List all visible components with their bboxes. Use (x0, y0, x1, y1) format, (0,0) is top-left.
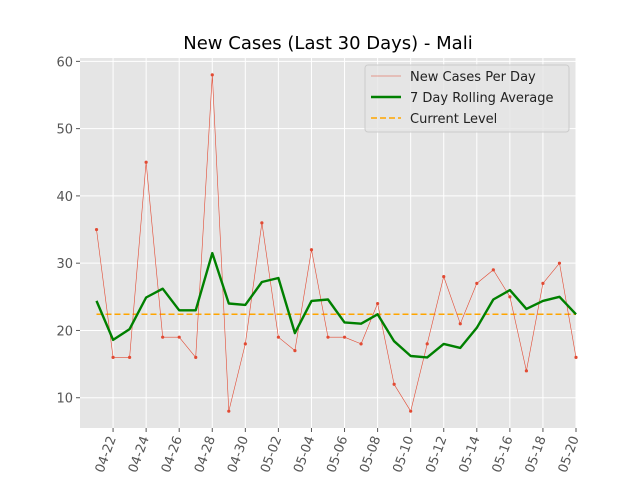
data-point (541, 281, 545, 285)
data-point (210, 73, 214, 77)
data-point (276, 335, 280, 339)
y-tick-label: 60 (56, 55, 73, 70)
data-point (491, 268, 495, 272)
y-tick-label: 20 (56, 324, 73, 339)
data-point (458, 322, 462, 326)
data-point (161, 335, 165, 339)
data-point (392, 382, 396, 386)
legend-label: New Cases Per Day (410, 70, 536, 85)
series-line-0 (96, 74, 577, 412)
data-point (309, 248, 314, 252)
data-point (260, 221, 264, 225)
series-line-1 (95, 251, 577, 359)
data-point (194, 355, 198, 359)
y-tick-label: 50 (56, 123, 73, 138)
data-point (293, 349, 297, 353)
y-tick-label: 30 (56, 257, 73, 272)
data-point (326, 335, 330, 339)
data-point (508, 295, 512, 299)
data-point (94, 227, 99, 232)
gridlines (80, 58, 577, 428)
data-point (111, 355, 115, 359)
chart-title: New Cases (Last 30 Days) - Mali (183, 33, 472, 54)
data-point (227, 409, 231, 413)
data-point (574, 355, 578, 359)
y-tick-label: 10 (56, 392, 73, 407)
legend-label: 7 Day Rolling Average (410, 91, 553, 106)
series-layer (94, 73, 578, 413)
legend: New Cases Per Day 7 Day Rolling Average Cu… (364, 64, 570, 133)
data-point (409, 409, 413, 413)
legend-box (364, 64, 570, 133)
data-point (524, 369, 529, 373)
data-point (144, 160, 148, 164)
data-point (342, 335, 347, 339)
legend-label: Current Level (410, 112, 497, 127)
data-point (475, 281, 479, 285)
data-point (376, 301, 380, 306)
data-point (442, 275, 446, 279)
data-point (243, 342, 247, 346)
data-point (359, 342, 363, 346)
data-point (557, 261, 562, 265)
data-point (177, 335, 181, 339)
data-point (425, 342, 429, 346)
y-tick-label: 40 (56, 190, 73, 205)
data-point (128, 355, 132, 359)
